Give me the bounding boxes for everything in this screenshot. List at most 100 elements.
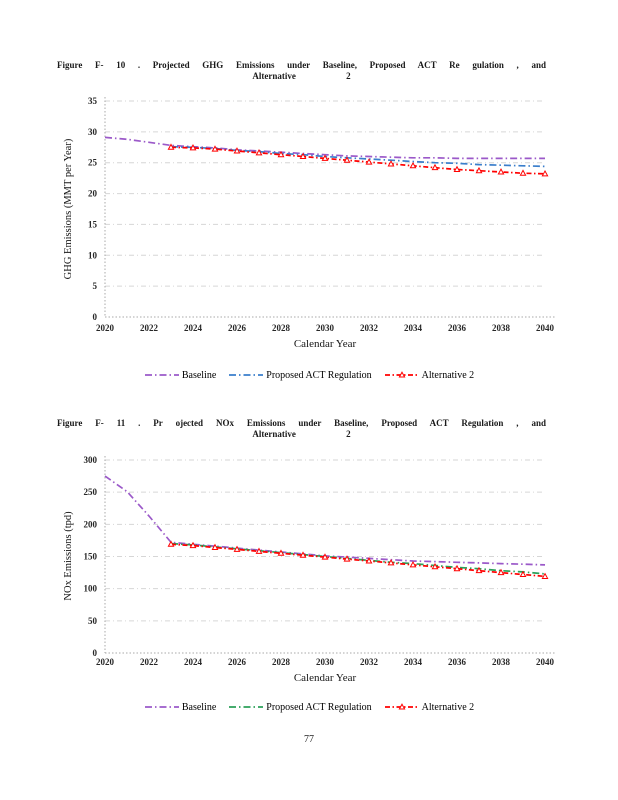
- triangle-marker: [321, 553, 329, 560]
- legend-item-baseline: Baseline: [144, 701, 216, 713]
- x-tick-label: 2022: [140, 657, 159, 667]
- x-tick-label: 2026: [228, 323, 247, 333]
- legend-label: Proposed ACT Regulation: [266, 369, 372, 381]
- triangle-marker: [475, 166, 483, 174]
- triangle-marker: [255, 547, 263, 554]
- triangle-marker: [541, 169, 549, 177]
- triangle-marker: [211, 543, 219, 550]
- triangle-marker: [453, 165, 461, 173]
- triangle-marker: [387, 160, 395, 167]
- y-tick-label: 200: [84, 519, 98, 529]
- x-tick-label: 2040: [536, 657, 555, 667]
- ghg-emissions-chart: 0 5 10 15 20 25 30 35 2020 2022 2024 2026 2028 2030 20…: [88, 96, 555, 333]
- x-tick-label: 2032: [360, 657, 379, 667]
- x-tick-label: 2038: [492, 323, 511, 333]
- legend-key-marker: [398, 703, 406, 710]
- x-tick-label: 2030: [316, 323, 335, 333]
- triangle-marker: [431, 163, 439, 171]
- x-tick-label: 2028: [272, 657, 291, 667]
- legend-key-line: [144, 706, 179, 708]
- x-tick-label: 2036: [448, 657, 467, 667]
- triangle-marker: [409, 161, 417, 169]
- triangle-marker: [321, 154, 329, 161]
- triangle-marker: [497, 568, 505, 576]
- x-tick-label: 2026: [228, 657, 247, 667]
- x-tick-label: 2034: [404, 323, 423, 333]
- y-tick-label: 100: [84, 584, 98, 594]
- triangle-marker: [365, 557, 373, 564]
- triangle-marker: [519, 169, 527, 176]
- legend-item-alternative-2: Alternative 2: [384, 701, 474, 713]
- y-tick-label: 30: [88, 127, 98, 137]
- ghg-chart-legend: Baseline Proposed ACT Regulation Alternati…: [0, 369, 618, 381]
- triangle-marker: [387, 559, 395, 566]
- triangle-marker: [343, 555, 351, 562]
- triangle-marker: [167, 540, 175, 547]
- x-tick-label: 2028: [272, 323, 291, 333]
- nox-chart-legend: Baseline Proposed ACT Regulation Alternati…: [0, 701, 618, 713]
- legend-item-baseline: Baseline: [144, 369, 216, 381]
- series-line-baseline: [104, 475, 546, 566]
- triangle-marker: [409, 561, 417, 568]
- nox-y-axis-title: NOx Emissions (tpd): [63, 511, 74, 601]
- x-tick-label: 2032: [360, 323, 379, 333]
- triangle-marker: [211, 145, 219, 152]
- legend-label: Alternative 2: [421, 369, 475, 381]
- y-tick-label: 50: [88, 616, 98, 626]
- legend-label: Baseline: [181, 369, 217, 381]
- x-tick-label: 2030: [316, 657, 335, 667]
- triangle-marker: [277, 549, 285, 556]
- legend-key-line: [229, 374, 264, 376]
- series-line-alternative-2: [170, 543, 546, 578]
- y-tick-label: 250: [84, 487, 98, 497]
- y-tick-label: 10: [88, 250, 98, 260]
- figure-f10-caption-line1: Figure F- 10 . Projected GHG Emissions u…: [57, 60, 546, 70]
- figure-f10-caption-line2: Alternative 2: [252, 71, 351, 81]
- triangle-marker: [519, 570, 527, 578]
- x-tick-label: 2038: [492, 657, 511, 667]
- legend-label: Proposed ACT Regulation: [266, 701, 372, 713]
- x-tick-label: 2034: [404, 657, 423, 667]
- legend-key-line: [229, 706, 264, 708]
- y-tick-label: 0: [93, 648, 98, 658]
- legend-key-line: [384, 371, 419, 378]
- figure-f11-caption-line2: Alternative 2: [252, 429, 351, 439]
- legend-key-marker: [398, 371, 406, 378]
- figure-f10-caption: Figure F- 10 . Projected GHG Emissions u…: [57, 60, 546, 82]
- series-line-alternative-2: [170, 146, 546, 175]
- triangle-marker: [431, 562, 439, 570]
- triangle-marker: [299, 152, 307, 160]
- legend-key-line: [384, 703, 419, 710]
- x-tick-label: 2024: [184, 657, 203, 667]
- triangle-marker: [189, 541, 197, 549]
- triangle-marker: [453, 564, 461, 572]
- y-tick-label: 15: [88, 219, 98, 229]
- x-tick-label: 2024: [184, 323, 203, 333]
- x-tick-label: 2020: [96, 657, 115, 667]
- ghg-x-axis-title: Calendar Year: [293, 338, 357, 350]
- triangle-marker: [189, 144, 197, 151]
- nox-emissions-chart: 0 50 100 150 200 250 300 2020 2022 2024 2026 2028 20…: [84, 455, 555, 667]
- legend-label: Alternative 2: [421, 701, 475, 713]
- y-tick-label: 300: [84, 455, 98, 465]
- y-tick-label: 20: [88, 189, 98, 199]
- y-tick-label: 25: [88, 158, 98, 168]
- y-tick-label: 35: [88, 96, 98, 106]
- legend-item-proposed-act-regulation: Proposed ACT Regulation: [228, 369, 372, 381]
- triangle-marker: [475, 566, 483, 574]
- triangle-marker: [167, 143, 175, 150]
- triangle-marker: [233, 545, 241, 552]
- x-tick-label: 2020: [96, 323, 115, 333]
- ghg-y-axis-title: GHG Emissions (MMT per Year): [63, 138, 74, 280]
- figure-f11-caption-line1: Figure F- 11 . Pr ojected NOx Emissions …: [57, 418, 546, 428]
- triangle-marker: [277, 150, 285, 158]
- x-tick-label: 2036: [448, 323, 467, 333]
- triangle-marker: [299, 551, 307, 558]
- triangle-marker: [233, 147, 241, 154]
- triangle-marker: [255, 148, 263, 156]
- legend-key-line: [144, 374, 179, 376]
- legend-item-proposed-act-regulation: Proposed ACT Regulation: [228, 701, 372, 713]
- triangle-marker: [343, 156, 351, 163]
